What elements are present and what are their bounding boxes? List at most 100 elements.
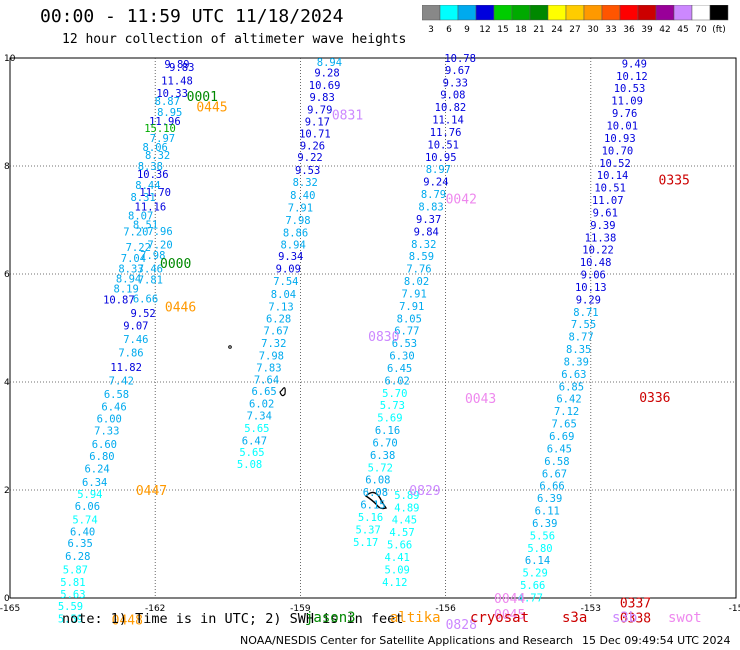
wave-height-value: 5.16 <box>358 512 383 524</box>
wave-height-value: 5.80 <box>527 543 552 555</box>
legend-item-cryosat: cryosat <box>470 610 530 626</box>
wave-height-value: 6.45 <box>547 443 572 455</box>
wave-height-value: 11.09 <box>611 96 643 108</box>
wave-height-value: 7.97 <box>150 133 175 145</box>
wave-height-value: 5.59 <box>58 601 83 613</box>
wave-height-value: 7.46 <box>123 334 148 346</box>
y-tick-label: 2 <box>4 486 10 496</box>
wave-height-value: 9.33 <box>443 77 468 89</box>
x-tick-label: -15 <box>729 604 740 614</box>
wave-height-value: 6.02 <box>249 399 274 411</box>
wave-height-value: 8.02 <box>404 276 429 288</box>
wave-height-value: 6.28 <box>65 551 90 563</box>
wave-height-value: 7.86 <box>118 347 143 359</box>
wave-height-value: 6.08 <box>363 487 388 499</box>
pass-time-label: 0045 <box>494 608 525 623</box>
page-title: 00:00 - 11:59 UTC 11/18/2024 <box>40 6 344 27</box>
wave-height-value: 6.11 <box>535 506 560 518</box>
wave-height-value: 8.59 <box>409 251 434 263</box>
wave-height-value: 5.66 <box>520 580 545 592</box>
wave-height-value: 5.56 <box>530 530 555 542</box>
wave-height-value: 6.47 <box>242 435 267 447</box>
island-outline <box>364 491 388 510</box>
wave-height-value: 5.66 <box>387 540 412 552</box>
pass-time-label: 0830 <box>368 330 399 345</box>
wave-height-value: 7.91 <box>401 288 426 300</box>
wave-height-value: 9.53 <box>295 165 320 177</box>
wave-height-value: 6.35 <box>68 538 93 550</box>
island-outline <box>228 345 232 349</box>
wave-height-value: 10.22 <box>582 245 614 257</box>
wave-height-value: 8.32 <box>293 177 318 189</box>
wave-height-value: 9.52 <box>130 308 155 320</box>
colorbar-label: 12 <box>479 25 490 35</box>
wave-height-value: 6.60 <box>92 439 117 451</box>
wave-height-value: 6.15 <box>360 500 385 512</box>
island-outline <box>279 387 286 397</box>
wave-height-value: 9.67 <box>445 65 470 77</box>
wave-height-value: 4.89 <box>394 502 419 514</box>
y-tick-label: 4 <box>4 378 10 388</box>
wave-height-value: 7.76 <box>406 264 431 276</box>
wave-height-value: 9.07 <box>123 320 148 332</box>
wave-height-value: 7.20 <box>123 226 148 238</box>
legend-item-s3b: s3b <box>612 610 638 626</box>
x-tick-label: -159 <box>290 604 311 614</box>
wave-height-value: 7.33 <box>94 426 119 438</box>
wave-height-value: 7.98 <box>259 351 284 363</box>
wave-height-value: 6.77 <box>394 326 419 338</box>
wave-height-value: 6.63 <box>561 369 586 381</box>
wave-height-value: 7.91 <box>288 203 313 215</box>
wave-height-value: 10.51 <box>427 139 459 151</box>
pass-time-label: 0828 <box>446 618 477 633</box>
colorbar-label: 24 <box>551 25 563 35</box>
wave-height-value: 6.30 <box>389 351 414 363</box>
colorbar-label: 18 <box>515 25 527 35</box>
wave-height-value: 4.41 <box>385 552 410 564</box>
wave-height-value: 8.32 <box>411 239 436 251</box>
wave-height-value: 11.96 <box>149 116 181 128</box>
pass-time-label: 0335 <box>659 174 690 189</box>
y-tick-label: 6 <box>4 270 10 280</box>
wave-height-value: 6.42 <box>556 394 581 406</box>
colorbar-label: 27 <box>569 25 580 35</box>
wave-height-value: 7.67 <box>264 326 289 338</box>
wave-height-value: 6.08 <box>365 475 390 487</box>
wave-height-value: 6.28 <box>266 313 291 325</box>
wave-height-value: 4.12 <box>382 577 407 589</box>
wave-height-value: 6.00 <box>97 414 122 426</box>
wave-height-value: 11.07 <box>592 195 624 207</box>
wave-height-value: 10.12 <box>616 71 648 83</box>
wave-height-value: 7.22 <box>126 242 151 254</box>
wave-height-value: 8.39 <box>564 356 589 368</box>
footer-note: note: 1) Time is in UTC; 2) SWH is in fe… <box>62 611 404 627</box>
wave-height-value: 7.83 <box>256 362 281 374</box>
satellite-legend: jason3 altika cryosat s3a s3b swot <box>305 610 740 632</box>
wave-height-value: 7.20 <box>147 239 172 251</box>
wave-height-value: 10.78 <box>444 53 476 65</box>
pass-time-label: 0829 <box>409 484 440 499</box>
legend-item-s3a: s3a <box>562 610 588 626</box>
wave-height-value: 10.13 <box>575 282 607 294</box>
pass-time-label: 0336 <box>639 391 670 406</box>
wave-height-value: 10.87 <box>103 294 135 306</box>
wave-height-value: 9.37 <box>416 214 441 226</box>
wave-height-value: 6.40 <box>70 527 95 539</box>
pass-time-label: 0445 <box>196 101 227 116</box>
pass-time-label: 0446 <box>165 300 196 315</box>
y-tick-label: 0 <box>4 594 10 604</box>
wave-height-value: 5.73 <box>380 400 405 412</box>
wave-height-value: 8.97 <box>426 164 451 176</box>
wave-height-value: 8.04 <box>271 289 296 301</box>
wave-height-value: 6.46 <box>101 401 126 413</box>
wave-height-value: 8.35 <box>566 344 591 356</box>
wave-height-value: 9.76 <box>612 108 637 120</box>
wave-height-value: 11.38 <box>585 232 617 244</box>
wave-height-value: 10.82 <box>435 102 467 114</box>
wave-height-value: 7.55 <box>571 319 596 331</box>
wave-height-value: 7.54 <box>273 276 298 288</box>
y-tick-label: 10 <box>4 54 16 64</box>
wave-height-value: 6.58 <box>544 456 569 468</box>
wave-height-value: 5.70 <box>382 388 407 400</box>
